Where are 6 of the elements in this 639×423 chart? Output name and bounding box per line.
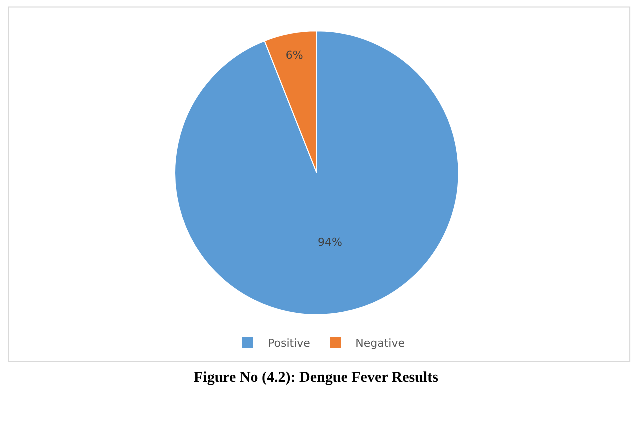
legend-label: Positive <box>268 336 311 350</box>
pie-slice <box>174 30 460 316</box>
data-label: 94% <box>318 236 342 250</box>
data-label: 6% <box>286 49 304 62</box>
text: Figure No (4.2): Dengue Fever Results <box>194 370 439 386</box>
legend-label: Negative <box>356 336 406 350</box>
